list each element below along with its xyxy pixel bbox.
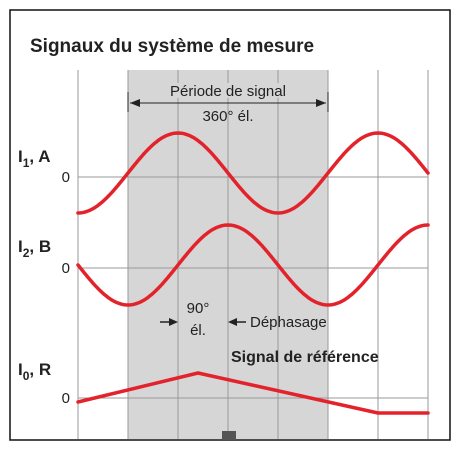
- phase-arrows: [160, 318, 246, 326]
- title: Signaux du système de mesure: [30, 36, 314, 57]
- signal-wave: [76, 131, 430, 215]
- signal-label: I2, B: [18, 237, 51, 260]
- zero-label: 0: [62, 260, 70, 277]
- reference-label: Signal de référence: [231, 349, 379, 366]
- signal-wave: [76, 223, 430, 307]
- zero-label: 0: [62, 169, 70, 186]
- period-label: 360° él.: [202, 108, 253, 125]
- reference-marker: [222, 431, 236, 440]
- label-bg: [148, 83, 308, 98]
- phase-label: 90°: [187, 300, 210, 317]
- signal-label: I1, A: [18, 147, 51, 170]
- label-bg: [183, 296, 217, 340]
- period-label: Période de signal: [170, 83, 286, 100]
- phase-label: él.: [190, 322, 206, 339]
- zero-label: 0: [62, 390, 70, 407]
- signal-label: I0, R: [18, 360, 51, 383]
- period-arrow: [127, 92, 329, 112]
- reference-wave: [76, 371, 430, 415]
- phase-text: Déphasage: [250, 314, 327, 331]
